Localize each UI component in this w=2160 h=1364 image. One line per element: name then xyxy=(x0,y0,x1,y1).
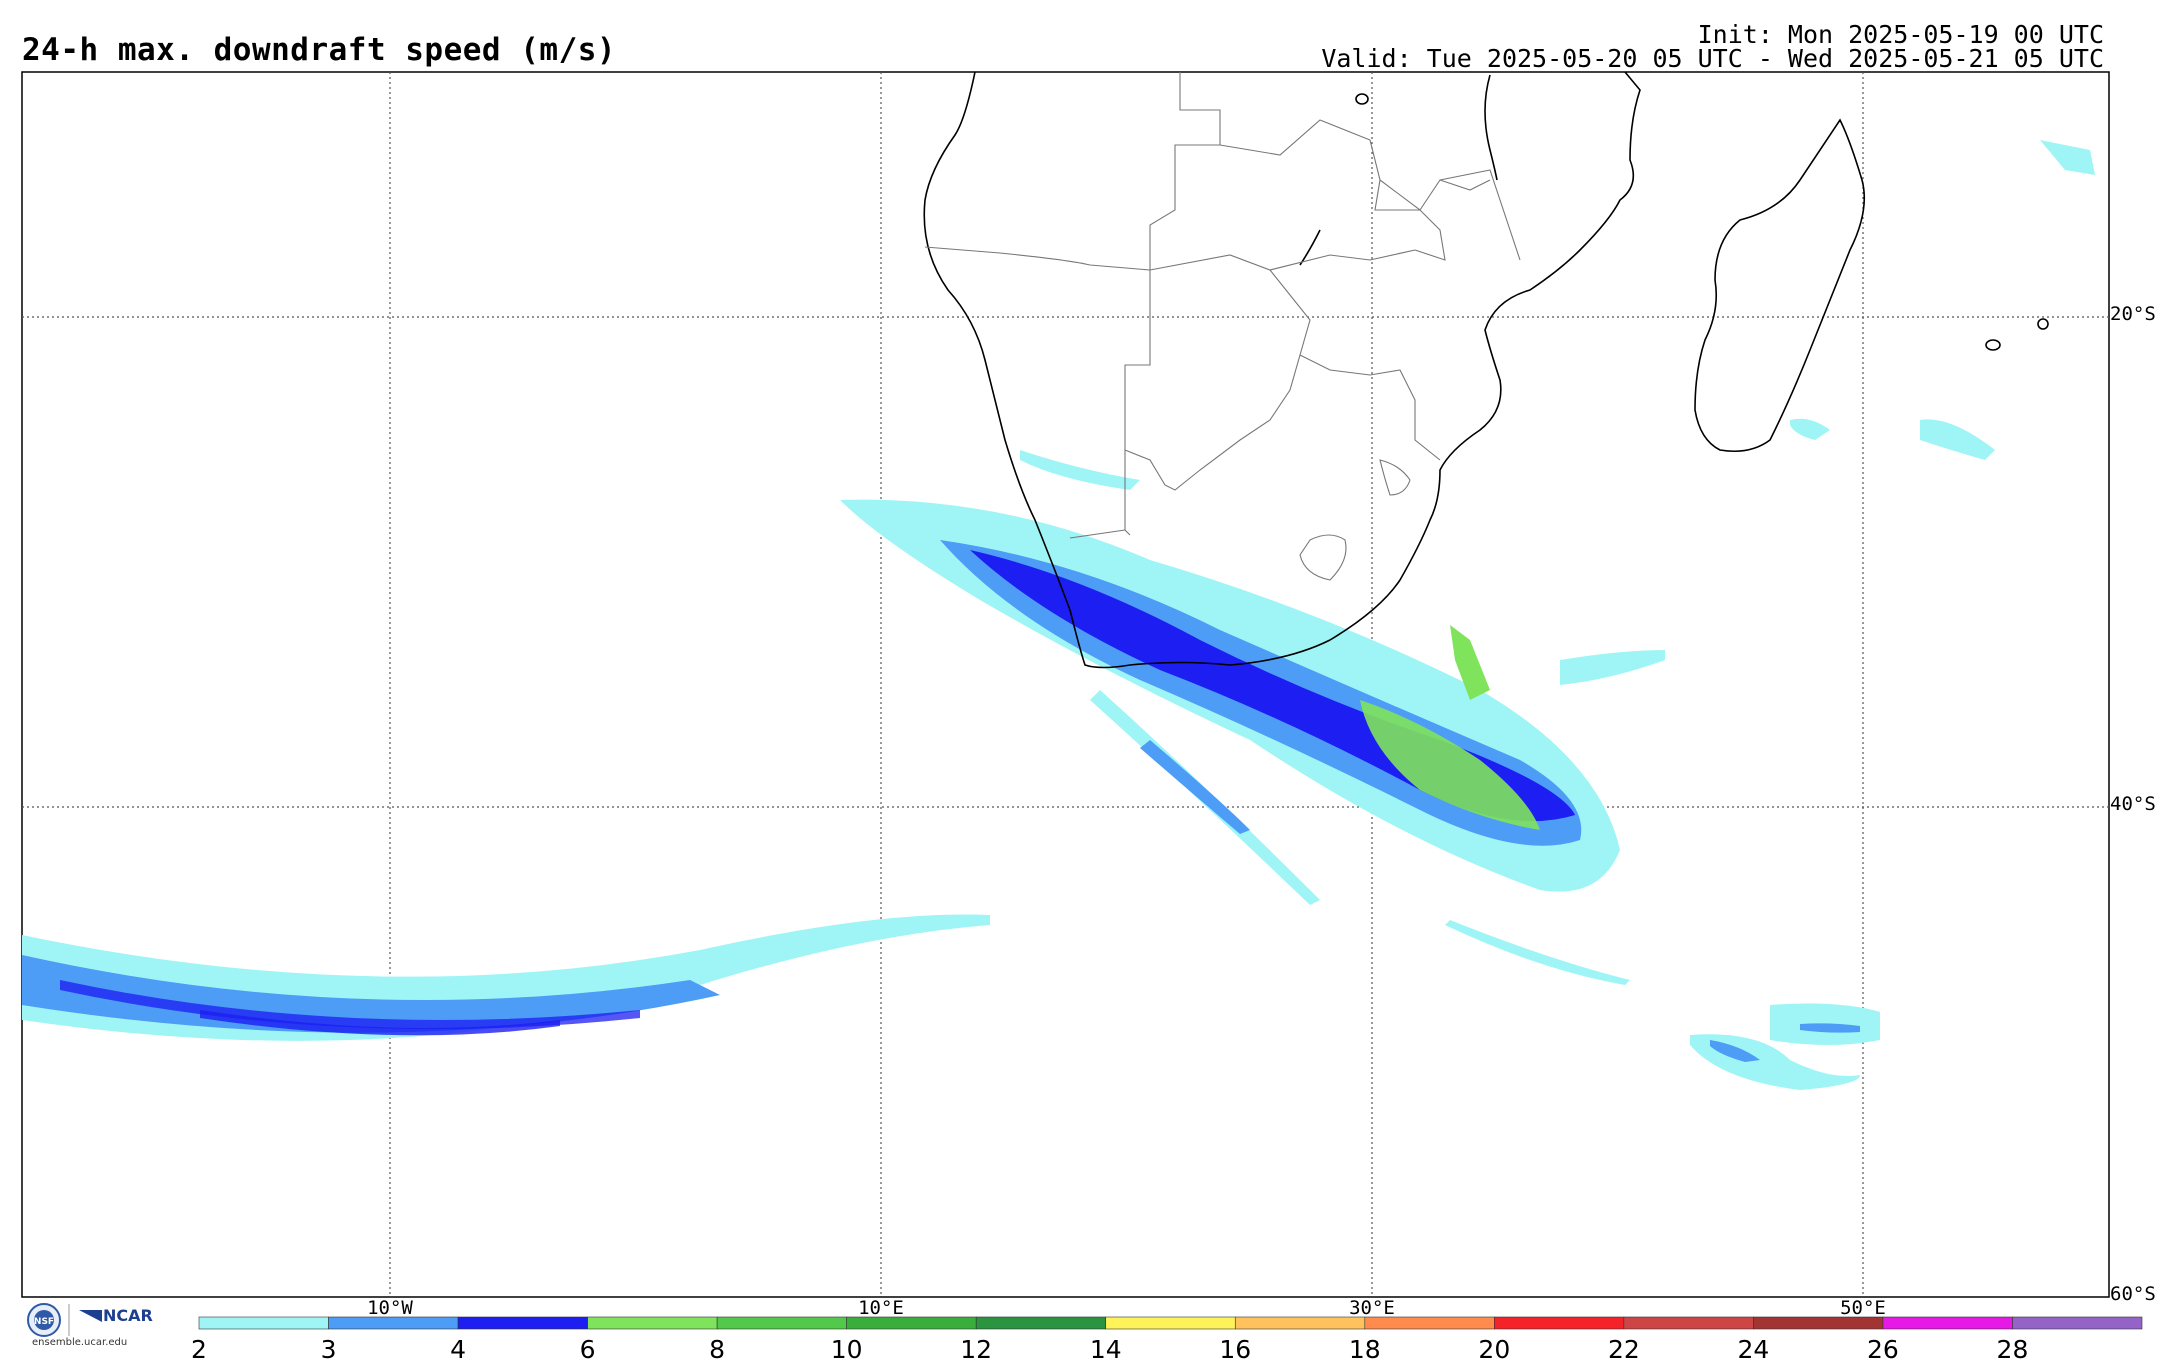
colorbar-swatch xyxy=(1882,1316,2013,1330)
island xyxy=(1985,339,2001,351)
lon-label-10e: 10°E xyxy=(858,1297,904,1319)
colorbar-label: 4 xyxy=(450,1335,467,1364)
colorbar-label: 16 xyxy=(1219,1335,1252,1364)
colorbar-label: 8 xyxy=(709,1335,726,1364)
colorbar-label: 18 xyxy=(1348,1335,1381,1364)
ncar-logo-icon xyxy=(79,1310,102,1322)
border xyxy=(1299,354,1441,461)
logos: NSF xyxy=(27,1303,102,1337)
colorbar-label: 24 xyxy=(1737,1335,1770,1364)
lake-malawi xyxy=(1484,74,1498,181)
nsf-logo-icon: NSF xyxy=(27,1303,61,1337)
logo-url: ensemble.ucar.edu xyxy=(32,1337,128,1348)
field-main-green xyxy=(1450,625,1490,700)
colorbar-swatch xyxy=(1234,1316,1366,1330)
gridlines xyxy=(22,72,2109,1297)
map-title: 24-h max. downdraft speed (m/s) xyxy=(22,32,617,68)
field-patch xyxy=(1920,419,1995,460)
init-time: Init: Mon 2025-05-19 00 UTC xyxy=(1697,20,2104,49)
border xyxy=(1149,72,1221,270)
ncar-label: NCAR xyxy=(103,1306,153,1325)
border xyxy=(1124,270,1151,536)
madagascar-coast xyxy=(1694,118,1866,453)
field-patch xyxy=(1020,450,1140,490)
border xyxy=(1374,179,1446,261)
colorbar-swatch xyxy=(716,1316,847,1330)
colorbar-label: 26 xyxy=(1867,1335,1899,1364)
field-patch xyxy=(1790,418,1830,440)
colorbar-swatch xyxy=(1364,1316,1495,1330)
lat-label-40s: 40°S xyxy=(2110,793,2156,815)
colorbar-label: 28 xyxy=(1996,1335,2029,1364)
colorbar-label: 14 xyxy=(1089,1335,1122,1364)
lon-label-50e: 50°E xyxy=(1840,1297,1886,1319)
lat-label-20s: 20°S xyxy=(2110,303,2156,325)
lat-label-60s: 60°S xyxy=(2110,1283,2156,1305)
downdraft-field xyxy=(22,140,2095,1090)
valid-time: Valid: Tue 2025-05-20 05 UTC - Wed 2025-… xyxy=(1321,44,2104,73)
field-patch xyxy=(2040,140,2095,175)
border xyxy=(924,246,1416,271)
colorbar-label: 12 xyxy=(960,1335,993,1364)
colorbar-swatch xyxy=(2012,1316,2143,1330)
borders xyxy=(924,72,1521,581)
lon-label-10w: 10°W xyxy=(367,1297,413,1319)
colorbar-label: 10 xyxy=(830,1335,863,1364)
colorbar-label: 6 xyxy=(579,1335,596,1364)
field-band-dark xyxy=(60,980,640,1030)
island xyxy=(1355,93,1369,105)
field-band-dark xyxy=(200,1010,560,1036)
field-streak xyxy=(1560,650,1665,685)
island xyxy=(2037,318,2049,330)
colorbar-swatch xyxy=(846,1316,977,1330)
border xyxy=(1069,529,1126,539)
colorbar-swatch xyxy=(975,1316,1107,1330)
colorbar-swatch xyxy=(1753,1316,1884,1330)
field-patch xyxy=(1800,1023,1860,1033)
border xyxy=(1299,534,1347,581)
colorbar-label: 22 xyxy=(1607,1335,1640,1364)
colorbar-swatch xyxy=(328,1316,459,1330)
field-streak xyxy=(1140,740,1250,834)
lon-label-30e: 30°E xyxy=(1349,1297,1395,1319)
border xyxy=(1124,269,1311,491)
border xyxy=(1439,169,1521,261)
colorbar-label: 2 xyxy=(191,1335,207,1364)
colorbar-swatch xyxy=(1623,1316,1754,1330)
border xyxy=(1379,459,1411,496)
colorbar-swatch xyxy=(587,1316,718,1330)
map-frame xyxy=(21,71,2110,1298)
colorbar-label: 3 xyxy=(320,1335,337,1364)
colorbar-swatch xyxy=(1105,1316,1236,1330)
svg-text:NSF: NSF xyxy=(34,1317,54,1327)
colorbar-label: 20 xyxy=(1478,1335,1511,1364)
field-patch xyxy=(1710,1040,1760,1062)
colorbar-swatch xyxy=(457,1316,588,1330)
colorbar-swatch xyxy=(1494,1316,1625,1330)
colorbar-swatch xyxy=(198,1316,329,1330)
field-main-green xyxy=(1360,700,1540,830)
africa-coast xyxy=(923,71,1641,669)
field-streak xyxy=(1445,920,1630,985)
